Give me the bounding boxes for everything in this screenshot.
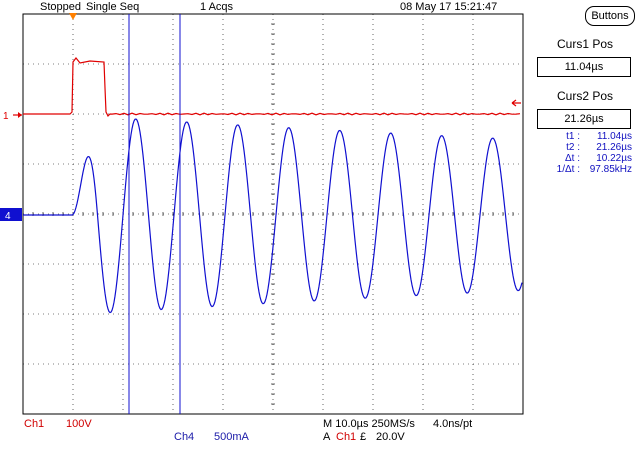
ch4-ground-marker: 4: [0, 208, 22, 222]
meas-label: t1 :: [566, 131, 580, 142]
curs2-pos-label: Curs2 Pos: [556, 89, 614, 103]
trigger-source: Ch1: [336, 431, 357, 443]
timebase-readout: M 10.0µs 250MS/s: [323, 418, 415, 430]
trigger-slope-icon: £: [360, 431, 367, 443]
ch4-scale: 500mA: [214, 431, 249, 443]
record-resolution: 4.0ns/pt: [433, 418, 473, 430]
meas-value: 11.04µs: [596, 131, 632, 142]
trigger-position-marker: [69, 13, 77, 20]
meas-label: Δt :: [564, 153, 580, 164]
svg-text:4: 4: [5, 211, 11, 222]
ch1-waveform: [23, 57, 521, 118]
ch1-label: Ch1: [24, 418, 45, 430]
trigger-prefix: A: [323, 431, 331, 443]
acquisition-state: Stopped: [40, 1, 81, 13]
svg-text:1: 1: [3, 111, 9, 122]
ch4-label: Ch4: [174, 431, 195, 443]
ch4-waveform: [23, 118, 523, 314]
curs2-pos-value[interactable]: 21.26µs: [537, 109, 631, 129]
trigger-level: 20.0V: [376, 431, 405, 443]
meas-label: 1/Δt :: [556, 164, 580, 175]
meas-value: 97.85kHz: [589, 164, 632, 175]
meas-value: 10.22µs: [596, 153, 632, 164]
buttons-button[interactable]: Buttons: [585, 6, 635, 26]
meas-label: t2 :: [566, 142, 580, 153]
date-time: 08 May 17 15:21:47: [400, 1, 498, 13]
curs1-pos-value[interactable]: 11.04µs: [537, 57, 631, 77]
acquisition-count: 1 Acqs: [200, 1, 234, 13]
curs1-pos-label: Curs1 Pos: [556, 37, 614, 51]
meas-value: 21.26µs: [596, 142, 632, 153]
trigger-level-marker: [511, 99, 521, 107]
acquisition-mode: Single Seq: [86, 1, 140, 13]
ch1-ground-marker: 1: [3, 111, 22, 122]
ch1-scale: 100V: [66, 418, 92, 430]
